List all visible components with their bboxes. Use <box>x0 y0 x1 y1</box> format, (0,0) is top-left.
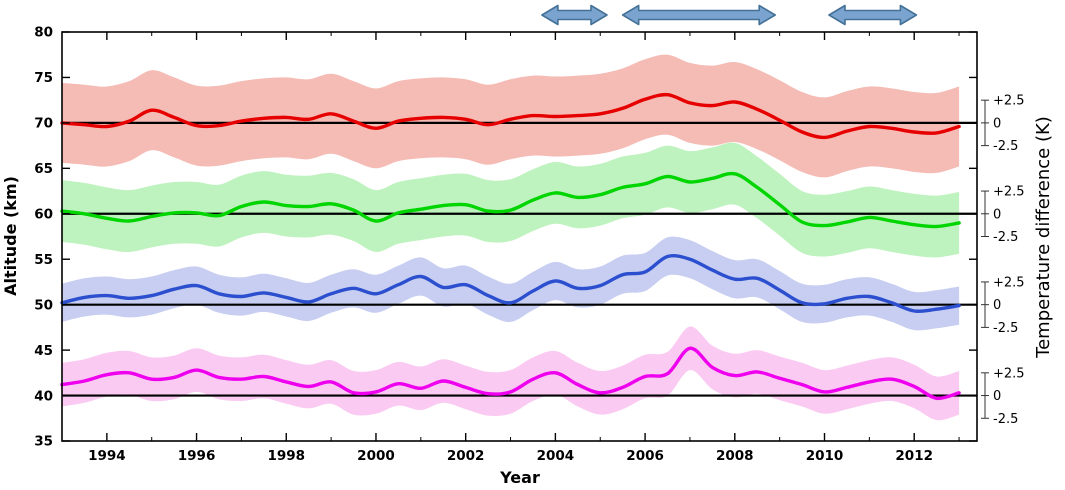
period-arrows <box>541 4 918 26</box>
series-line-50km <box>60 254 961 314</box>
axes: 1994 1996 1998 2000 2002 2004 2006 2008 2010 2012… <box>34 25 978 464</box>
y-tick-label: 50 <box>34 297 53 313</box>
uncertainty-band-60km <box>62 142 960 258</box>
y-tick-label: 80 <box>34 25 53 41</box>
period-arrow-2 <box>621 4 777 26</box>
temperature-axis-tick-label: 0 <box>993 116 1001 131</box>
y-tick-label: 60 <box>34 207 53 223</box>
series-line-70km <box>60 92 961 140</box>
temperature-axis-tick-label: 0 <box>993 389 1001 404</box>
temperature-axis-tick-label: 0 <box>993 207 1001 222</box>
temperature-axis-tick-label: -2.5 <box>993 230 1018 245</box>
x-axis-title: Year <box>499 468 540 487</box>
x-tick-label: 2010 <box>806 448 844 464</box>
y-tick-label: 45 <box>34 343 53 359</box>
uncertainty-band-50km <box>62 236 960 331</box>
uncertainty-bands <box>62 54 960 421</box>
x-tick-label: 2008 <box>716 448 754 464</box>
temperature-axis-tick-label: +2.5 <box>993 275 1025 290</box>
y-tick-label: 75 <box>34 70 53 86</box>
series-lines <box>60 92 961 401</box>
temperature-axis-tick-label: -2.5 <box>993 321 1018 336</box>
temperature-axis-tick-label: 0 <box>993 298 1001 313</box>
y-tick-label: 55 <box>34 252 53 268</box>
series-line-40km <box>60 346 961 401</box>
x-tick-label: 1998 <box>267 448 305 464</box>
period-arrow-3 <box>828 4 918 26</box>
x-tick-label: 2006 <box>626 448 664 464</box>
temperature-difference-axis: +2.5 0 -2.5 +2.5 0 -2.5 +2.5 0 -2.5 +2.5 0 -2.5 <box>981 94 1025 427</box>
uncertainty-band-70km <box>62 54 960 178</box>
period-arrow-1 <box>541 4 608 26</box>
temperature-axis-tick-label: +2.5 <box>993 94 1025 109</box>
x-tick-label: 1996 <box>178 448 216 464</box>
temperature-axis-tick-label: -2.5 <box>993 412 1018 427</box>
x-tick-label: 2012 <box>895 448 933 464</box>
y-tick-label: 65 <box>34 161 53 177</box>
series-line-60km <box>60 171 961 229</box>
plot-border <box>61 31 978 442</box>
y-tick-label: 40 <box>34 388 53 404</box>
temperature-axis-tick-label: -2.5 <box>993 139 1018 154</box>
right-axis-title: Temperature difference (K) <box>1033 116 1054 359</box>
temperature-axis-tick-label: +2.5 <box>993 366 1025 381</box>
x-tick-label: 2004 <box>537 448 575 464</box>
left-axis-title: Altitude (km) <box>1 176 20 296</box>
temperature-axis-tick-label: +2.5 <box>993 185 1025 200</box>
y-tick-label: 35 <box>34 434 53 450</box>
x-tick-label: 2000 <box>357 448 395 464</box>
y-tick-label: 70 <box>34 116 53 132</box>
uncertainty-band-40km <box>62 326 960 421</box>
x-tick-label: 2002 <box>447 448 485 464</box>
x-tick-label: 1994 <box>88 448 126 464</box>
